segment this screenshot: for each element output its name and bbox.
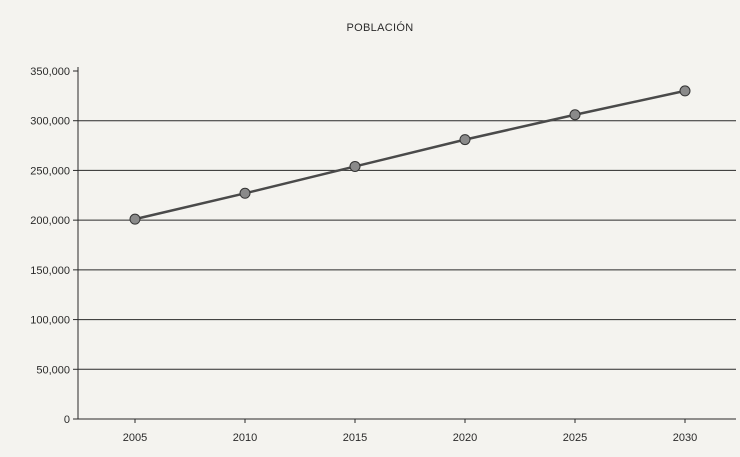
- x-tick-label: 2020: [453, 432, 477, 444]
- y-tick-label: 200,000: [30, 215, 70, 227]
- y-tick-label: 50,000: [36, 364, 70, 376]
- series-line: [134, 89, 686, 221]
- x-tick-label: 2010: [233, 432, 257, 444]
- x-tick-label: 2025: [563, 432, 587, 444]
- y-tick-label: 100,000: [30, 315, 70, 327]
- y-tick-label: 250,000: [30, 165, 70, 177]
- y-tick-label: 350,000: [30, 66, 70, 78]
- data-point: [239, 187, 251, 199]
- x-tick-label: 2015: [343, 432, 367, 444]
- x-tick-label: 2030: [673, 432, 697, 444]
- y-tick-label: 150,000: [30, 265, 70, 277]
- data-point: [459, 134, 471, 146]
- data-point: [569, 109, 581, 121]
- data-point: [129, 213, 141, 225]
- x-tick-label: 2005: [123, 432, 147, 444]
- chart-title: POBLACIÓN: [346, 22, 414, 34]
- y-tick-label: 300,000: [30, 116, 70, 128]
- data-point: [679, 85, 691, 97]
- data-point: [349, 160, 361, 172]
- y-tick-label: 0: [64, 414, 70, 426]
